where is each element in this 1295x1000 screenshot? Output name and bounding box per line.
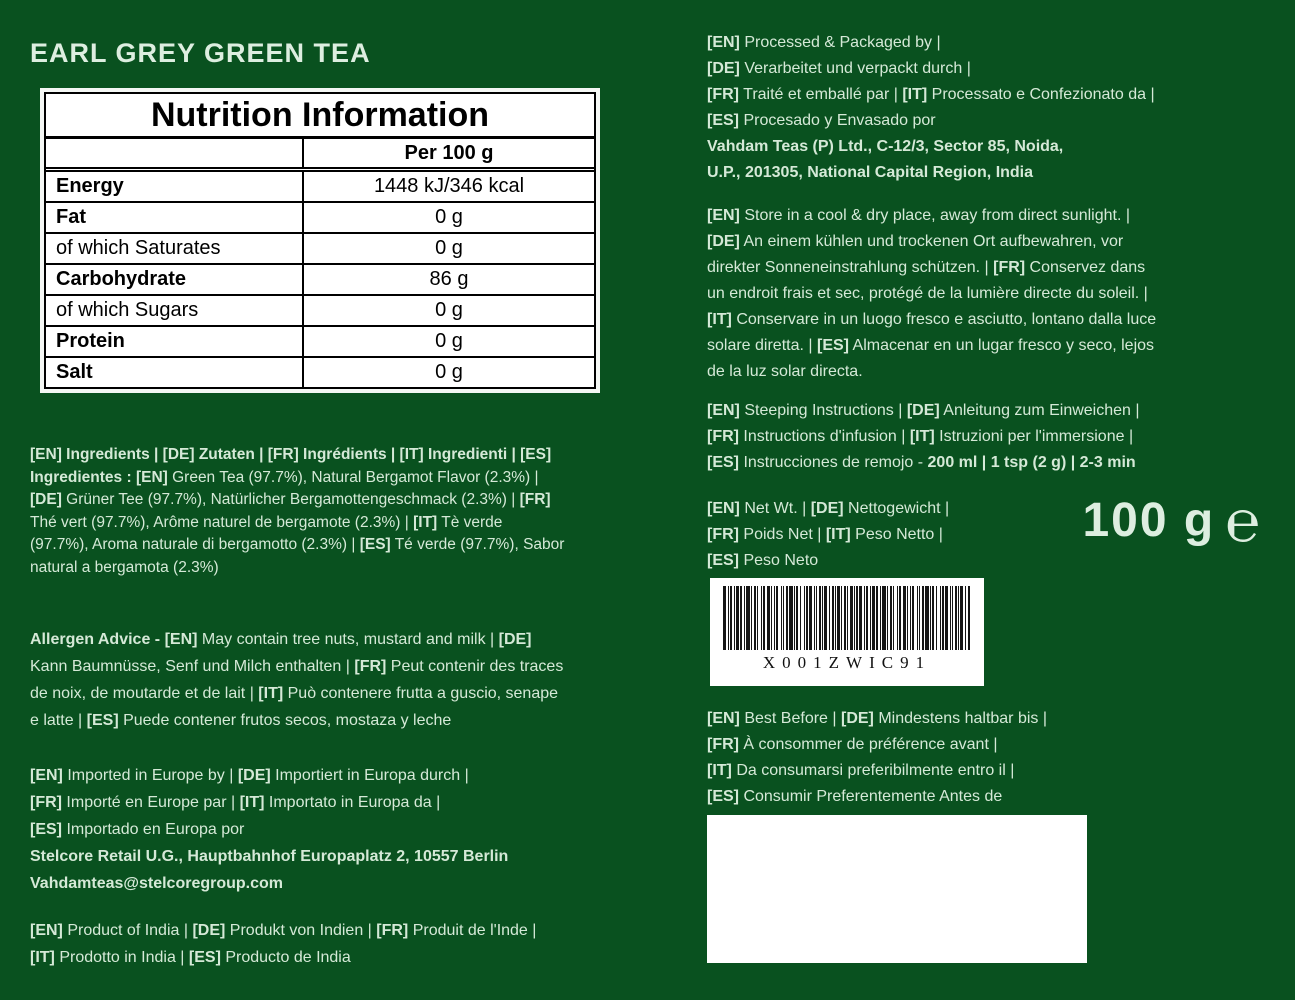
nutrient-value: 0 g — [435, 299, 463, 321]
text-line: [IT] Prodotto in India | [ES] Producto d… — [30, 949, 351, 966]
table-row: Protein 0 g — [46, 327, 594, 358]
text-line: natural a bergamota (2.3%) — [30, 558, 219, 576]
text-line: [DE] Verarbeitet und verpackt durch | — [707, 60, 971, 77]
nutrition-panel: Nutrition Information Per 100 g Energy 14… — [40, 88, 600, 393]
nutrient-value: 0 g — [435, 361, 463, 383]
text-line: [FR] Instructions d'infusion | [IT] Istr… — [707, 428, 1134, 445]
table-row: of which Sugars 0 g — [46, 296, 594, 327]
estimated-sign: ℮ — [1225, 489, 1262, 554]
table-row: Salt 0 g — [46, 358, 594, 387]
nutrient-label: Carbohydrate — [46, 265, 304, 294]
text-line: [ES] Peso Neto — [707, 552, 819, 569]
text-line: [FR] Importé en Europe par | [IT] Import… — [30, 794, 441, 811]
net-weight-value: 100 g ℮ — [1082, 488, 1262, 555]
table-row: of which Saturates 0 g — [46, 234, 594, 265]
text-line: [EN] Imported in Europe by | [DE] Import… — [30, 767, 469, 784]
barcode: X001ZWIC91 — [710, 578, 984, 686]
importer-text: [EN] Imported in Europe by | [DE] Import… — [30, 762, 715, 897]
text-line: [ES] Importado en Europa por — [30, 821, 245, 838]
text-line: [DE] An einem kühlen und trockenen Ort a… — [707, 233, 1124, 250]
text-line: solare diretta. | [ES] Almacenar en un l… — [707, 337, 1155, 354]
nutrition-table-title: Nutrition Information — [46, 94, 594, 139]
text-line: Vahdam Teas (P) Ltd., C-12/3, Sector 85,… — [707, 138, 1064, 155]
text-line: un endroit frais et sec, protégé de la l… — [707, 285, 1148, 302]
text-line: [ES] Instrucciones de remojo - 200 ml | … — [707, 454, 1136, 471]
table-row: Carbohydrate 86 g — [46, 265, 594, 296]
text-line: [IT] Da consumarsi preferibilmente entro… — [707, 762, 1015, 779]
nutrition-header-row: Per 100 g — [46, 139, 594, 172]
text-line: [EN] Steeping Instructions | [DE] Anleit… — [707, 402, 1140, 419]
net-weight-text: [EN] Net Wt. | [DE] Nettogewicht | [FR] P… — [707, 496, 1047, 574]
text-line: [IT] Conservare in un luogo fresco e asc… — [707, 311, 1157, 328]
text-line: [ES] Procesado y Envasado por — [707, 112, 936, 129]
table-row: Fat 0 g — [46, 203, 594, 234]
nutrition-header-empty-cell — [46, 139, 304, 167]
best-before-text: [EN] Best Before | [DE] Mindestens haltb… — [707, 706, 1285, 810]
steeping-instructions-text: [EN] Steeping Instructions | [DE] Anleit… — [707, 398, 1285, 476]
text-line: de noix, de moutarde et de lait | [IT] P… — [30, 685, 559, 702]
text-line: Thé vert (97.7%), Arôme naturel de berga… — [30, 513, 503, 531]
product-title: EARL GREY GREEN TEA — [30, 38, 371, 68]
text-line: [EN] Processed & Packaged by | — [707, 34, 941, 51]
text-line: e latte | [ES] Puede contener frutos sec… — [30, 712, 452, 729]
nutrient-value: 1448 kJ/346 kcal — [373, 175, 525, 197]
ingredients-text: [EN] Ingredients | [DE] Zutaten | [FR] I… — [30, 444, 705, 580]
text-line: [EN] Store in a cool & dry place, away f… — [707, 207, 1130, 224]
text-line: [DE] Grüner Tee (97.7%), Natürlicher Ber… — [30, 491, 551, 509]
text-line: Stelcore Retail U.G., Hauptbahnhof Europ… — [30, 848, 509, 865]
nutrient-label: Salt — [46, 358, 304, 387]
per-100g-header: Per 100 g — [404, 141, 494, 164]
nutrient-label: of which Saturates — [46, 234, 304, 263]
nutrient-value: 0 g — [435, 330, 463, 352]
nutrient-label: Energy — [46, 172, 304, 201]
barcode-text: X001ZWIC91 — [762, 653, 932, 672]
nutrient-value: 0 g — [435, 237, 463, 259]
processor-text: [EN] Processed & Packaged by | [DE] Verar… — [707, 30, 1285, 186]
storage-instructions-text: [EN] Store in a cool & dry place, away f… — [707, 203, 1285, 385]
allergen-advice-text: Allergen Advice - [EN] May contain tree … — [30, 626, 715, 734]
text-line: Allergen Advice - [EN] May contain tree … — [30, 631, 532, 648]
text-line: Kann Baumnüsse, Senf und Milch enthalten… — [30, 658, 564, 675]
barcode-bars — [723, 586, 971, 650]
text-line: Ingredientes : [EN] Green Tea (97.7%), N… — [30, 468, 539, 486]
table-row: Energy 1448 kJ/346 kcal — [46, 172, 594, 203]
net-weight-amount: 100 g — [1082, 494, 1216, 547]
text-line: [FR] Poids Net | [IT] Peso Netto | — [707, 526, 943, 543]
country-of-origin-text: [EN] Product of India | [DE] Produkt von… — [30, 917, 715, 971]
text-line: [FR] Traité et emballé par | [IT] Proces… — [707, 86, 1155, 103]
nutrient-value: 0 g — [435, 206, 463, 228]
text-line: [EN] Ingredients | [DE] Zutaten | [FR] I… — [30, 446, 552, 463]
text-line: de la luz solar directa. — [707, 363, 863, 380]
text-line: [FR] À consommer de préférence avant | — [707, 736, 998, 753]
nutrient-value: 86 g — [429, 268, 469, 290]
text-line: U.P., 201305, National Capital Region, I… — [707, 164, 1034, 181]
nutrient-label: Protein — [46, 327, 304, 356]
nutrition-table: Nutrition Information Per 100 g Energy 14… — [44, 92, 596, 389]
text-line: [EN] Net Wt. | [DE] Nettogewicht | — [707, 500, 950, 517]
text-line: [EN] Product of India | [DE] Produkt von… — [30, 922, 537, 939]
text-line: (97.7%), Aroma naturale di bergamotto (2… — [30, 536, 565, 554]
best-before-date-box — [707, 815, 1087, 963]
nutrient-label: Fat — [46, 203, 304, 232]
text-line: [ES] Consumir Preferentemente Antes de — [707, 788, 1003, 805]
nutrition-rows: Energy 1448 kJ/346 kcal Fat 0 g of which Sat… — [46, 172, 594, 387]
nutrient-label: of which Sugars — [46, 296, 304, 325]
text-line: Vahdamteas@stelcoregroup.com — [30, 875, 284, 892]
text-line: [EN] Best Before | [DE] Mindestens haltb… — [707, 710, 1048, 727]
text-line: direkter Sonneneinstrahlung schützen. | … — [707, 259, 1146, 276]
